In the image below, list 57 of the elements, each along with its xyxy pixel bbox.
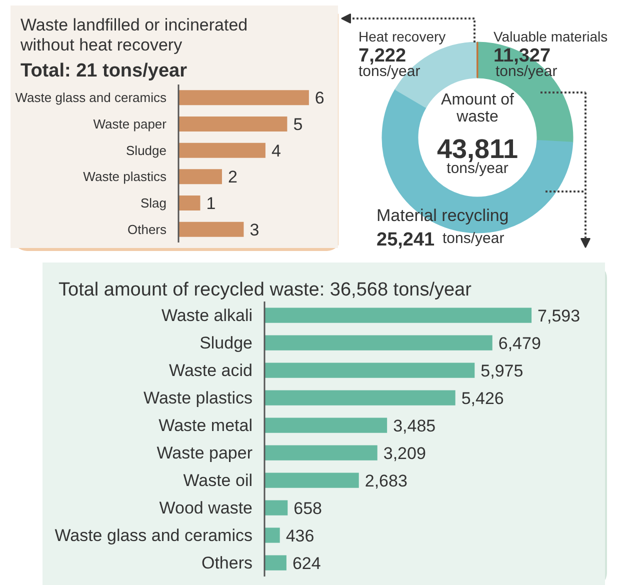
y-tick-label: Waste plastics bbox=[144, 388, 253, 408]
slice-label: Valuable materials bbox=[494, 28, 608, 44]
chart-subtitle: Total: 21 tons/year bbox=[20, 60, 188, 82]
data-label: 5,975 bbox=[480, 361, 524, 380]
bar bbox=[178, 222, 244, 237]
chart-title: Total amount of recycled waste: 36,568 tons/year bbox=[58, 280, 472, 300]
y-tick-label: Waste oil bbox=[183, 470, 253, 490]
data-label: 658 bbox=[294, 498, 322, 518]
y-tick-label: Sludge bbox=[200, 333, 253, 352]
y-tick-label: Waste paper bbox=[93, 116, 168, 132]
y-tick-label: Waste alkali bbox=[161, 306, 253, 325]
bar bbox=[178, 116, 288, 132]
y-tick-label: Slag bbox=[140, 196, 167, 210]
data-label: 4 bbox=[271, 141, 281, 160]
text: Amount of waste bbox=[441, 92, 515, 126]
data-label: 7,593 bbox=[538, 306, 580, 326]
y-tick-label: Waste glass and ceramics bbox=[15, 90, 167, 106]
y-tick-label: Wood waste bbox=[159, 498, 252, 518]
bar bbox=[264, 528, 280, 543]
text: 43,811 bbox=[436, 134, 518, 164]
y-tick-label: Waste plastics bbox=[83, 169, 167, 184]
data-label: 6 bbox=[314, 88, 324, 108]
bar bbox=[264, 335, 492, 350]
slice-label: Heat recovery bbox=[358, 28, 446, 44]
y-tick-label: Waste paper bbox=[156, 443, 253, 462]
data-label: 624 bbox=[292, 554, 321, 573]
bar bbox=[178, 142, 266, 158]
y-tick-label: Others bbox=[201, 553, 253, 572]
data-label: 1 bbox=[206, 194, 216, 213]
data-label: 5,426 bbox=[461, 388, 504, 408]
bar bbox=[178, 169, 222, 184]
bar bbox=[264, 362, 475, 378]
y-tick-label: Sludge bbox=[126, 142, 167, 158]
data-label: 3,485 bbox=[393, 416, 436, 436]
y-tick-label: Others bbox=[127, 222, 167, 237]
bar bbox=[264, 418, 388, 433]
y-tick-label: Waste glass and ceramics bbox=[54, 526, 253, 545]
bar bbox=[264, 472, 359, 488]
bar bbox=[264, 555, 286, 570]
data-label: 2,683 bbox=[364, 471, 408, 490]
text: tons/year bbox=[442, 230, 504, 247]
y-tick-label: Waste metal bbox=[158, 416, 253, 435]
data-label: 3 bbox=[250, 220, 260, 240]
bar bbox=[264, 308, 532, 323]
chart-title: Waste landfilled or incinerated without heat recovery bbox=[20, 16, 248, 54]
bar bbox=[264, 445, 378, 460]
data-label: 3,209 bbox=[383, 444, 426, 463]
bar bbox=[264, 390, 456, 406]
bar bbox=[178, 195, 200, 211]
data-label: 436 bbox=[286, 526, 314, 546]
bar bbox=[264, 500, 288, 516]
data-label: 25,241 bbox=[376, 230, 436, 250]
data-label: 6,479 bbox=[498, 334, 541, 353]
data-label: 2 bbox=[228, 168, 238, 187]
y-tick-label: Waste acid bbox=[169, 360, 253, 380]
data-label: 5 bbox=[293, 115, 303, 134]
bar bbox=[178, 90, 309, 106]
